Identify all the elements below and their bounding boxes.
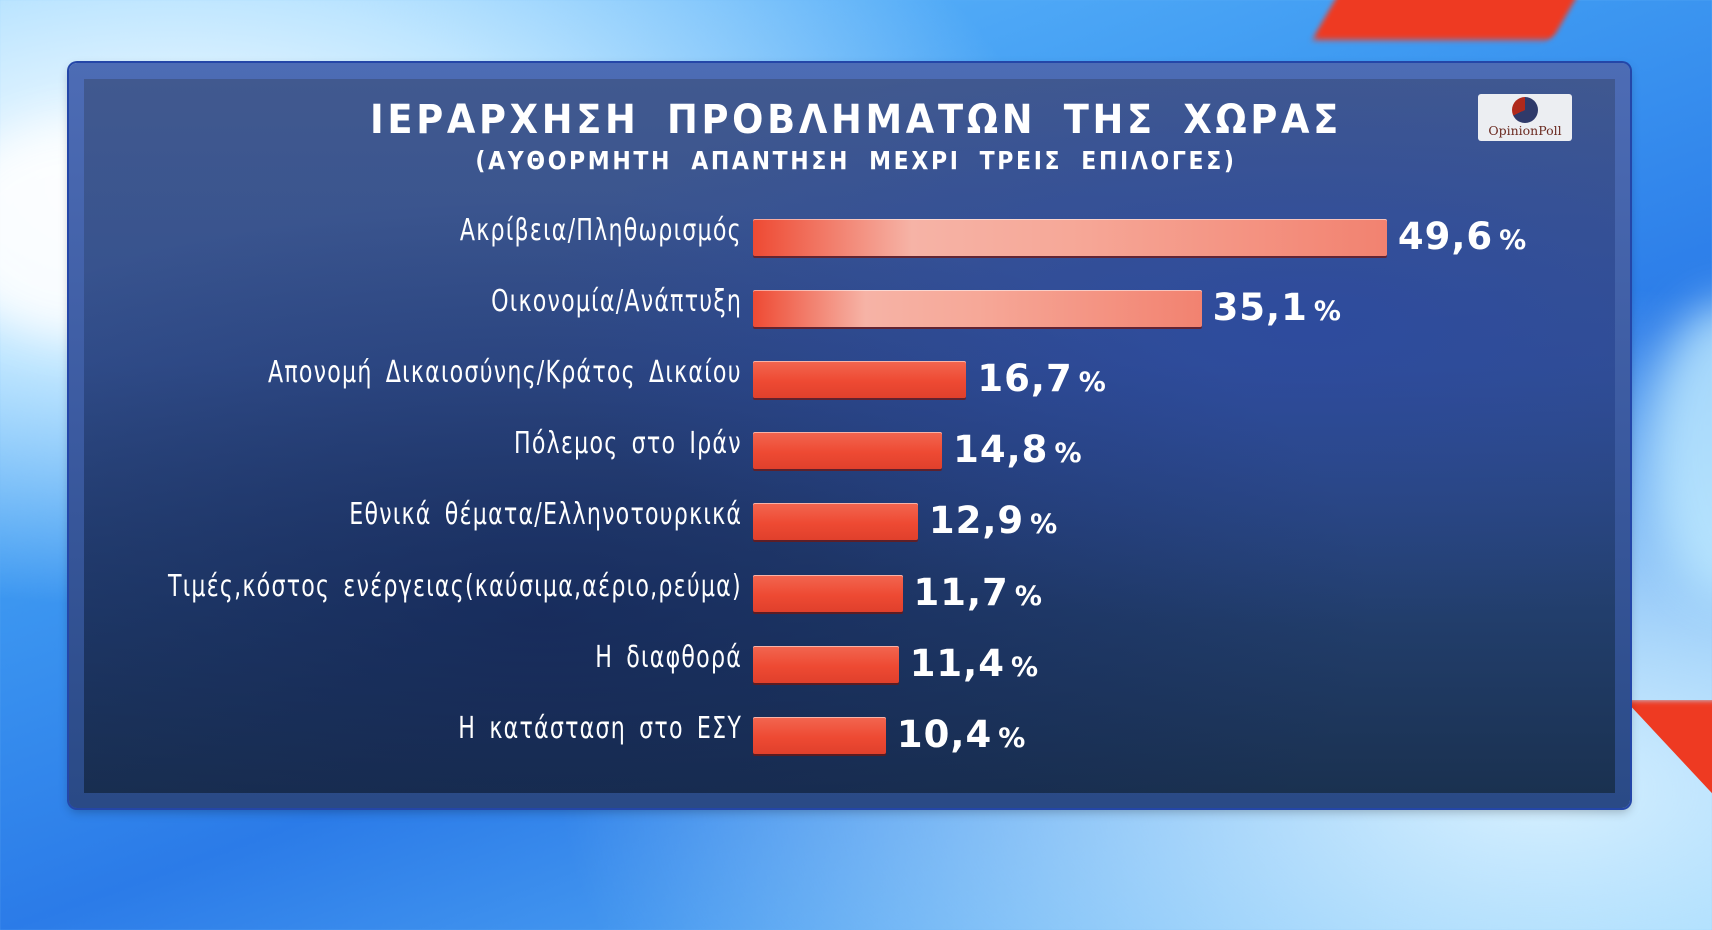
percent-sign: % (1313, 296, 1342, 327)
percent-sign: % (1014, 581, 1043, 612)
bar-value: 12,9% (929, 499, 1058, 542)
background-red-shape (1311, 0, 1599, 40)
value-number: 14,8 (953, 428, 1049, 471)
percent-sign: % (1054, 438, 1083, 469)
bar (753, 219, 1387, 256)
bar-label: Απονομή Δικαιοσύνης/Κράτος Δικαίου (268, 355, 742, 390)
percent-sign: % (1078, 367, 1107, 398)
percent-sign: % (998, 723, 1027, 754)
value-number: 11,4 (909, 642, 1005, 685)
bar-label: Εθνικά θέματα/Ελληνοτουρκικά (349, 497, 742, 532)
value-number: 11,7 (913, 571, 1009, 614)
bar-row: Η διαφθορά 11,4% (0, 640, 1712, 685)
bar-value: 11,4% (910, 642, 1039, 685)
bar (753, 717, 886, 754)
value-number: 10,4 (896, 713, 993, 756)
bar-label: Η κατάσταση στο ΕΣΥ (458, 711, 742, 746)
bar-label: Οικονομία/Ανάπτυξη (490, 284, 742, 319)
bar-row: Πόλεμος στο Ιράν 14,8% (0, 426, 1712, 471)
bar-value: 10,4% (897, 713, 1026, 756)
opinionpoll-logo: OpinionPoll (1478, 94, 1572, 141)
bar-row: Ακρίβεια/Πληθωρισμός 49,6% (0, 213, 1712, 258)
value-number: 35,1 (1212, 286, 1308, 329)
bar (753, 432, 943, 469)
value-number: 16,7 (977, 357, 1073, 400)
bar (753, 503, 918, 540)
bar-row: Απονομή Δικαιοσύνης/Κράτος Δικαίου 16,7% (0, 355, 1712, 400)
bar-value: 11,7% (914, 571, 1043, 614)
pie-chart-icon (1512, 97, 1538, 123)
logo-text: OpinionPoll (1488, 123, 1562, 138)
bar (753, 575, 903, 612)
bar (753, 290, 1202, 327)
bar-label: Η διαφθορά (595, 640, 742, 675)
bar (753, 361, 967, 398)
bar-value: 49,6% (1398, 215, 1527, 258)
chart-title: ΙΕΡΑΡΧΗΣΗ ΠΡΟΒΛΗΜΑΤΩΝ ΤΗΣ ΧΩΡΑΣ (370, 97, 1342, 143)
bar-row: Οικονομία/Ανάπτυξη 35,1% (0, 284, 1712, 329)
bar-value: 16,7% (977, 357, 1106, 400)
bar-label: Ακρίβεια/Πληθωρισμός (460, 213, 742, 248)
bar-row: Η κατάσταση στο ΕΣΥ 10,4% (0, 711, 1712, 756)
bar-value: 35,1% (1213, 286, 1342, 329)
percent-sign: % (1030, 509, 1059, 540)
value-number: 49,6 (1397, 215, 1494, 258)
percent-sign: % (1010, 652, 1040, 683)
bar-row: Τιμές,κόστος ενέργειας(καύσιμα,αέριο,ρεύ… (0, 569, 1712, 614)
bar-label: Τιμές,κόστος ενέργειας(καύσιμα,αέριο,ρεύ… (168, 569, 742, 604)
bar-value: 14,8% (953, 428, 1082, 471)
percent-sign: % (1499, 225, 1528, 256)
bar-label: Πόλεμος στο Ιράν (514, 426, 742, 461)
chart-subtitle: (ΑΥΘΟΡΜΗΤΗ ΑΠΑΝΤΗΣΗ ΜΕΧΡΙ ΤΡΕΙΣ ΕΠΙΛΟΓΕΣ… (475, 146, 1237, 175)
bar-row: Εθνικά θέματα/Ελληνοτουρκικά 12,9% (0, 497, 1712, 542)
value-number: 12,9 (928, 499, 1025, 542)
bar (753, 646, 899, 683)
